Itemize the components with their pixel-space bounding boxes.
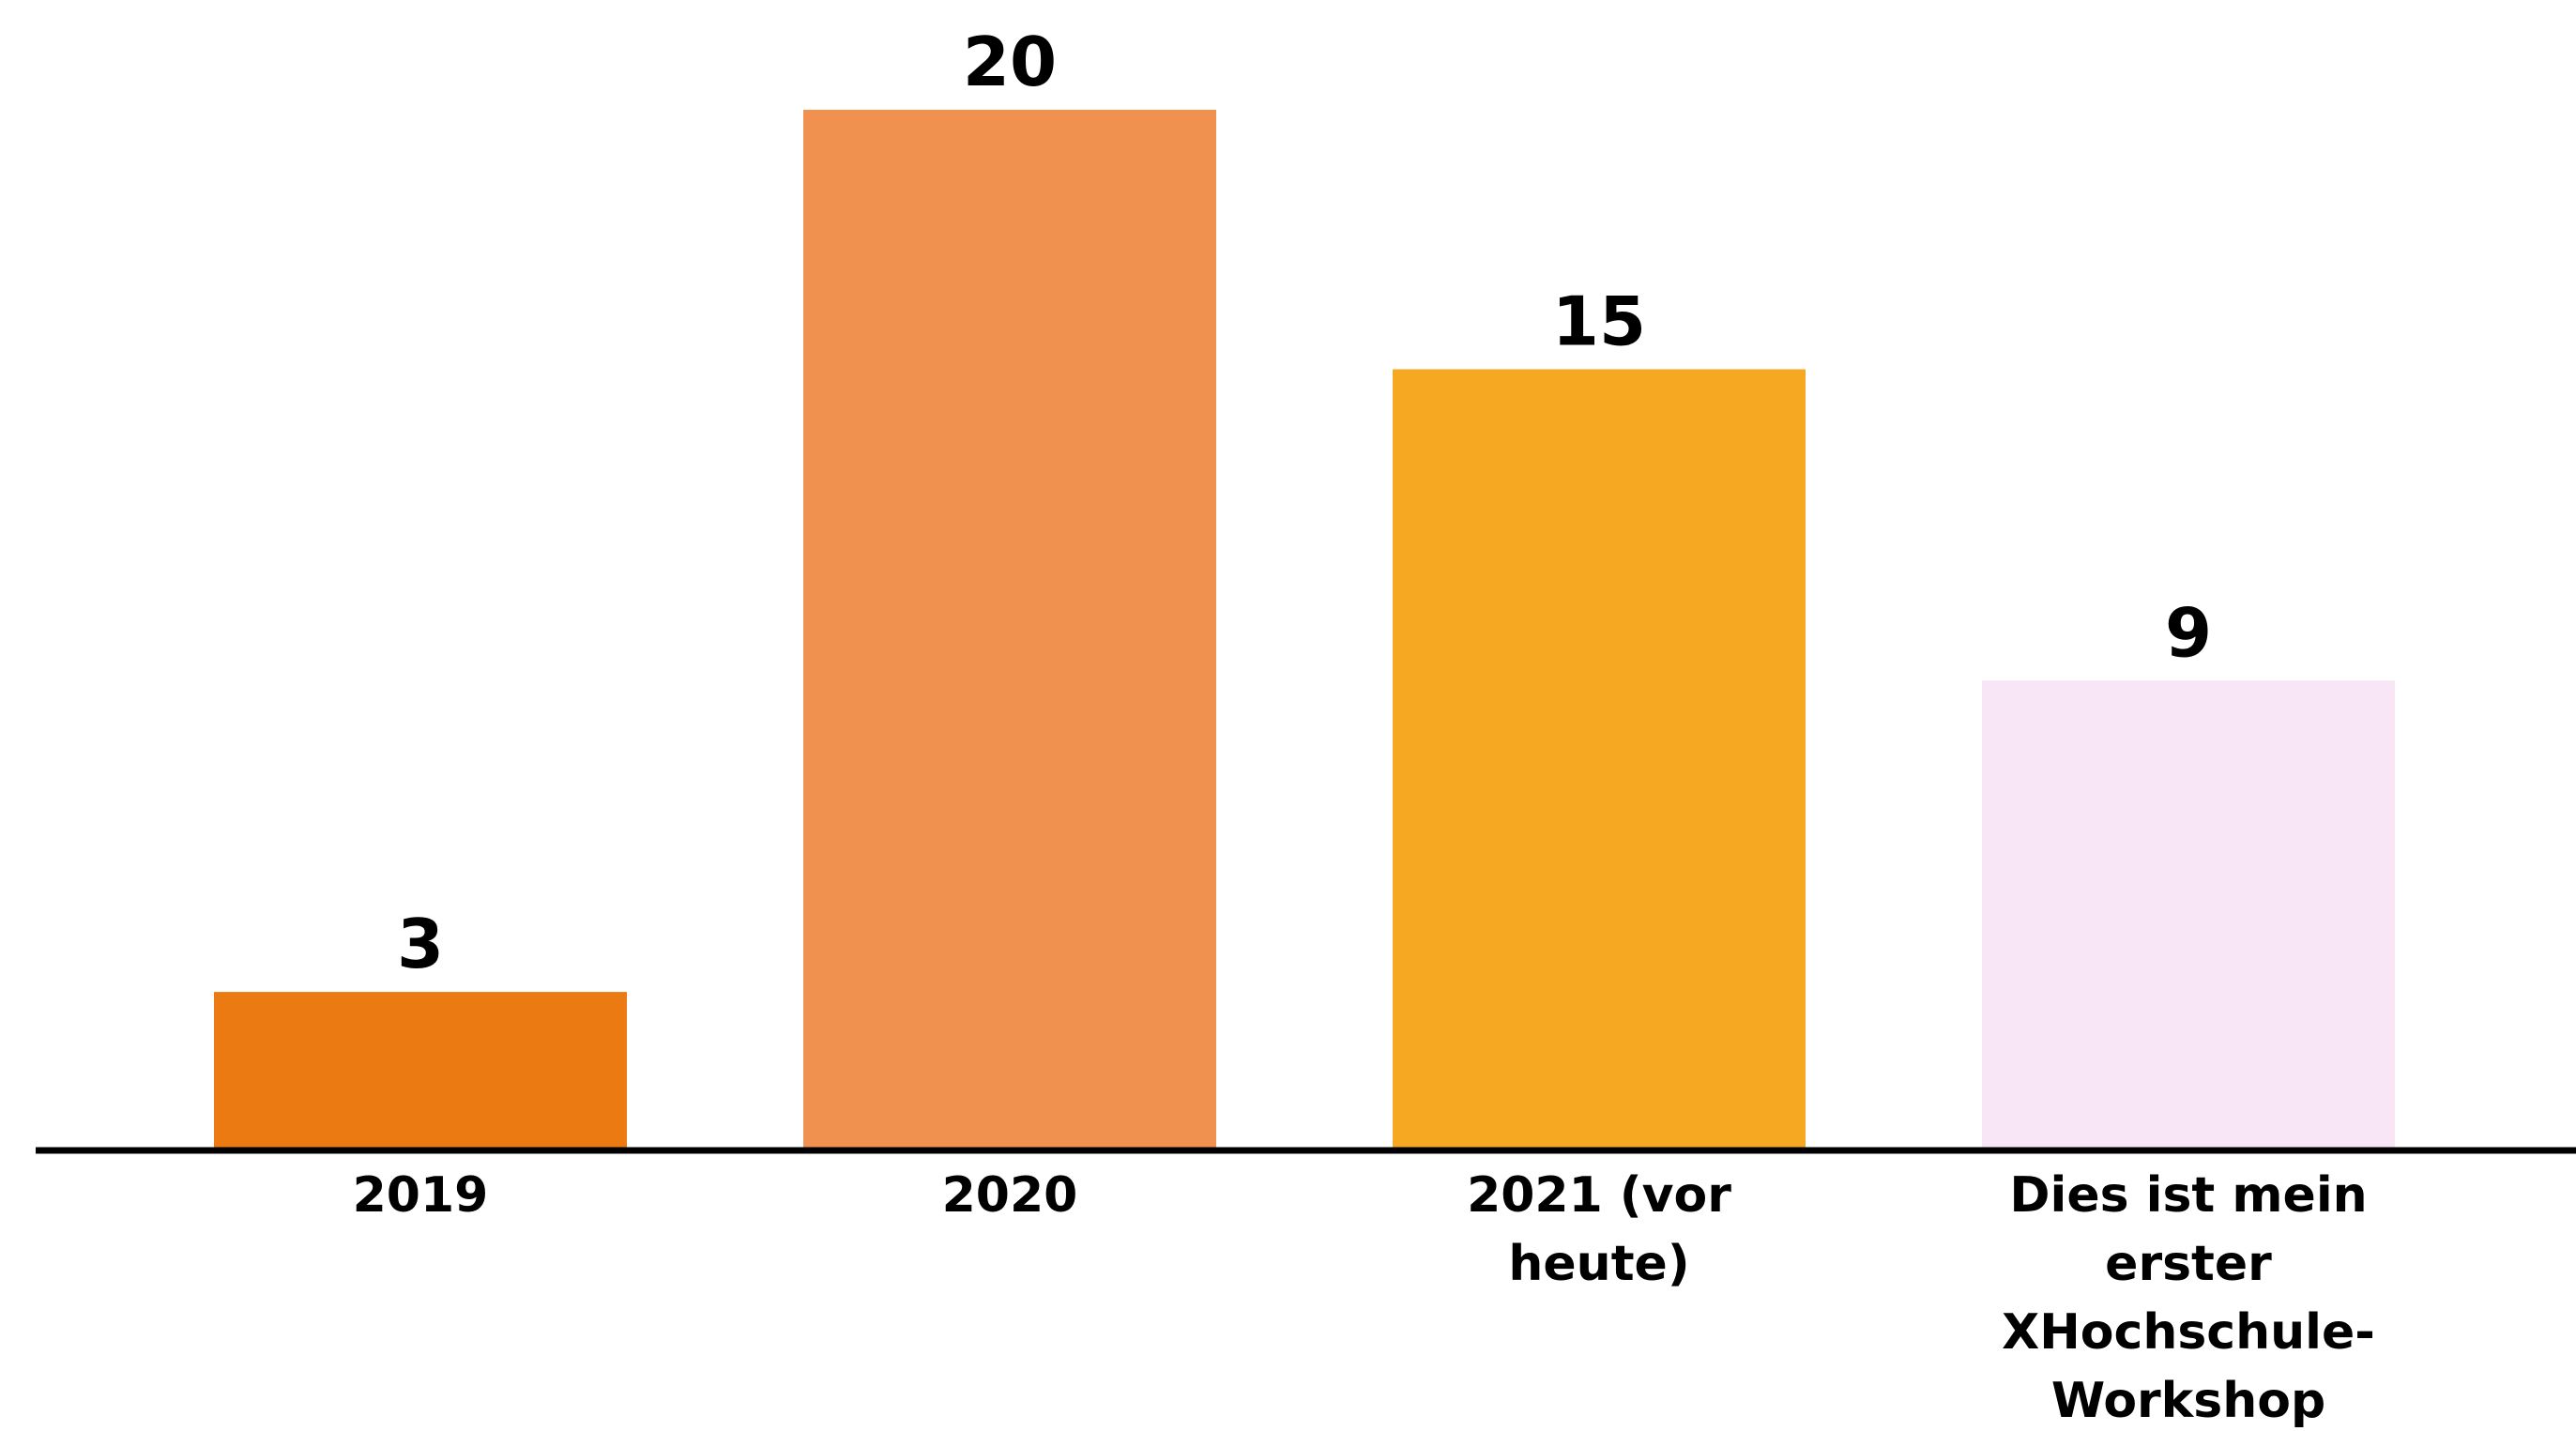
category-label-2-line-0: 2021 (vor: [1467, 1167, 1731, 1224]
category-label-3-line-2: XHochschule-: [2002, 1304, 2375, 1361]
category-label-0-line-0: 2019: [353, 1167, 489, 1224]
category-label-3-line-3: Workshop: [2051, 1373, 2325, 1429]
category-label-2-line-1: heute): [1508, 1236, 1689, 1292]
category-label-3-line-0: Dies ist mein: [2009, 1167, 2367, 1224]
data-label-2: 15: [1552, 282, 1646, 361]
bar-3: [1982, 680, 2395, 1148]
bar-0: [214, 992, 627, 1148]
category-labels-group: 2019 2020 2021 (vor heute) Dies ist mein erst…: [353, 1167, 2375, 1429]
bars-group: [214, 110, 2395, 1148]
data-label-3: 9: [2165, 593, 2212, 672]
data-label-0: 3: [397, 905, 444, 983]
data-label-1: 20: [963, 23, 1057, 101]
category-label-1: 2020: [942, 1167, 1078, 1224]
category-label-0: 2019: [353, 1167, 489, 1224]
category-label-1-line-0: 2020: [942, 1167, 1078, 1224]
category-label-3: Dies ist mein erster XHochschule- Workshop: [2002, 1167, 2375, 1429]
value-labels-group: 3 20 15 9: [397, 23, 2212, 983]
category-label-3-line-1: erster: [2105, 1236, 2272, 1292]
category-label-2: 2021 (vor heute): [1467, 1167, 1731, 1292]
bar-2: [1393, 369, 1806, 1148]
bar-1: [803, 110, 1216, 1148]
